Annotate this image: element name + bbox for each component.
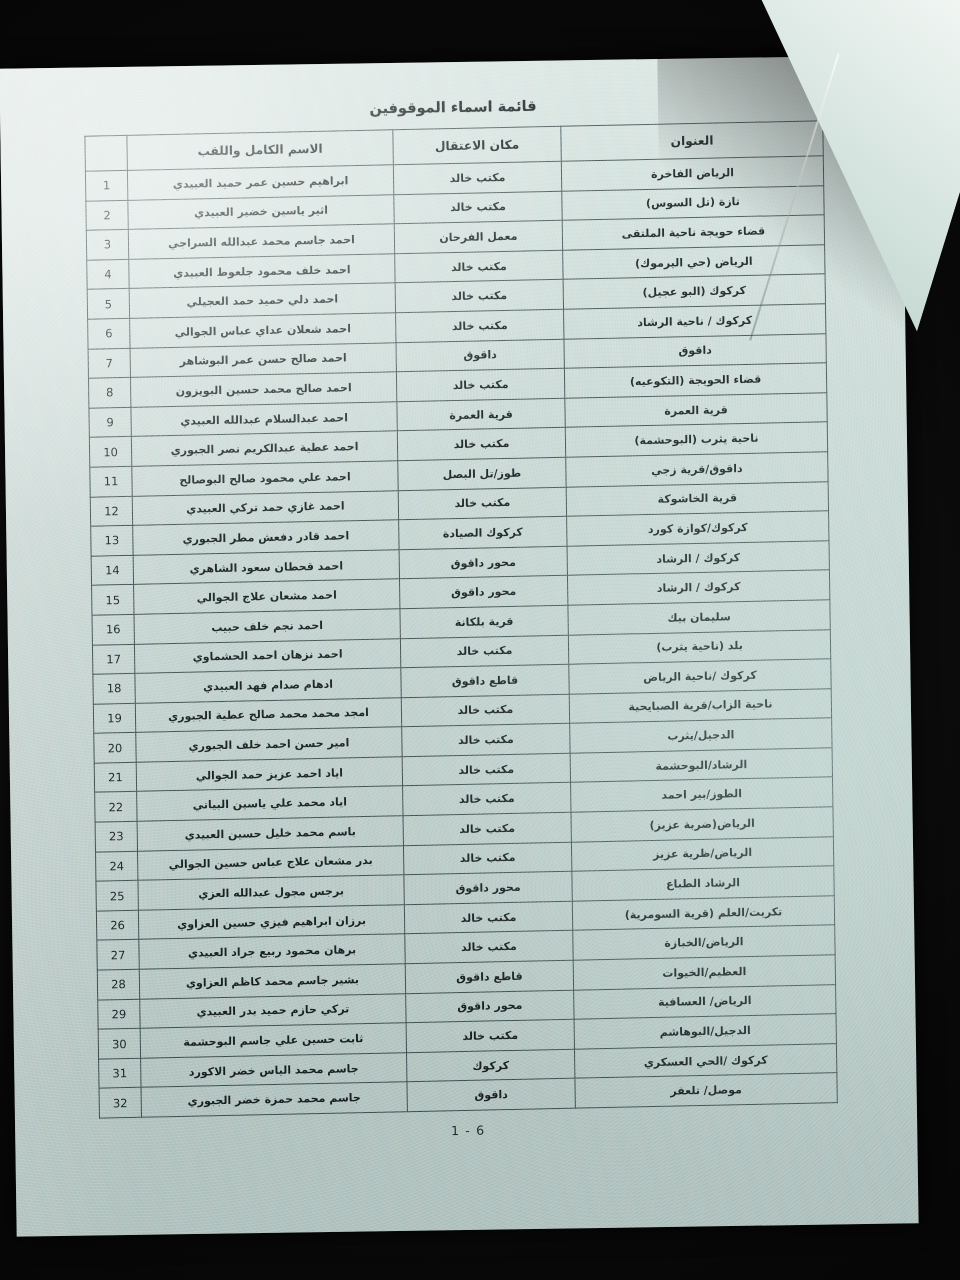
cell-place-of-detention: مكتب خالد <box>394 279 564 313</box>
cell-place-of-detention: مكتب خالد <box>405 1019 574 1053</box>
cell-row-number: 23 <box>94 821 138 852</box>
cell-place-of-detention: محور داقوق <box>403 871 572 905</box>
cell-row-number: 9 <box>88 407 131 438</box>
cell-place-of-detention: مكتب خالد <box>403 901 573 935</box>
cell-row-number: 24 <box>95 850 138 882</box>
cell-place-of-detention: مكتب خالد <box>401 753 571 787</box>
cell-row-number: 26 <box>95 910 139 941</box>
cell-place-of-detention: معمل الفرحان <box>393 220 563 254</box>
cell-row-number: 10 <box>88 436 132 468</box>
detainees-table: العنوان مكان الاعتقال الاسم الكامل واللق… <box>84 120 837 1119</box>
page-number: 1 - 6 <box>450 1122 486 1139</box>
cell-row-number: 14 <box>90 555 134 586</box>
cell-place-of-detention: مكتب خالد <box>393 190 562 224</box>
cell-place-of-detention: محور داقوق <box>405 989 574 1023</box>
cell-row-number: 21 <box>93 762 137 793</box>
cell-place-of-detention: كركوك <box>406 1048 575 1083</box>
cell-full-name: جاسم محمد حمزة خضر الجبوري <box>140 1082 407 1118</box>
cell-place-of-detention: مكتب خالد <box>402 812 571 846</box>
cell-place-of-detention: قرية العمرة <box>396 398 565 432</box>
cell-place-of-detention: داقوق <box>395 338 564 372</box>
cell-place-of-detention: مكتب خالد <box>404 930 573 964</box>
cell-row-number: 1 <box>84 170 128 201</box>
document-body: قائمة اسماء الموقوفين العنوان مكان الاعت… <box>0 55 919 1236</box>
cell-place-of-detention: مكتب خالد <box>402 782 571 816</box>
column-header-index <box>84 135 127 172</box>
cell-row-number: 7 <box>87 347 130 379</box>
cell-row-number: 5 <box>86 288 130 320</box>
cell-row-number: 32 <box>98 1087 141 1119</box>
cell-row-number: 12 <box>89 495 133 527</box>
cell-place-of-detention: مكتب خالد <box>399 634 569 668</box>
cell-row-number: 29 <box>97 998 140 1030</box>
table-body: الرياض الفاخرة مكتب خالد ابراهيم حسين عمر … <box>84 155 837 1119</box>
cell-place-of-detention: قاطع داقوق <box>400 664 569 698</box>
cell-row-number: 19 <box>92 703 136 734</box>
cell-row-number: 25 <box>95 880 138 912</box>
cell-place-of-detention: مكتب خالد <box>395 309 564 343</box>
cell-place-of-detention: مكتب خالد <box>396 427 566 461</box>
cell-row-number: 13 <box>90 525 133 556</box>
cell-place-of-detention: محور داقوق <box>399 575 568 609</box>
cell-place-of-detention: مكتب خالد <box>392 161 562 195</box>
cell-row-number: 18 <box>92 673 135 704</box>
cell-row-number: 2 <box>85 199 128 231</box>
cell-row-number: 31 <box>98 1058 141 1089</box>
cell-row-number: 28 <box>96 969 140 1000</box>
cell-place-of-detention: مكتب خالد <box>394 250 563 284</box>
cell-row-number: 6 <box>87 318 130 349</box>
cell-row-number: 30 <box>97 1028 141 1059</box>
page-title: قائمة اسماء الموقوفين <box>369 98 537 118</box>
column-header-place: مكان الاعتقال <box>392 126 561 165</box>
cell-place-of-detention: كركوك الصيادة <box>398 516 567 550</box>
cell-row-number: 22 <box>94 791 137 823</box>
cell-row-number: 4 <box>86 259 129 290</box>
cell-place-of-detention: محور داقوق <box>398 545 567 580</box>
cell-row-number: 8 <box>87 377 131 408</box>
cell-row-number: 15 <box>91 584 134 616</box>
cell-place-of-detention: طوز/تل البصل <box>397 457 566 491</box>
paper-sheet: قائمة اسماء الموقوفين العنوان مكان الاعت… <box>0 55 919 1237</box>
cell-row-number: 20 <box>93 732 136 764</box>
cell-place-of-detention: قرية بلكانة <box>399 605 568 639</box>
cell-row-number: 17 <box>91 643 135 675</box>
column-header-address: العنوان <box>560 120 823 162</box>
cell-place-of-detention: مكتب خالد <box>401 723 570 757</box>
cell-place-of-detention: مكتب خالد <box>395 368 565 402</box>
cell-row-number: 11 <box>89 466 132 497</box>
cell-place-of-detention: قاطع داقوق <box>404 960 574 994</box>
cell-row-number: 27 <box>96 939 139 971</box>
column-header-name: الاسم الكامل واللقب <box>126 129 393 171</box>
cell-address: موصل/ تلعفر <box>574 1073 837 1109</box>
cell-place-of-detention: مكتب خالد <box>397 486 567 520</box>
cell-row-number: 16 <box>91 614 134 645</box>
cell-place-of-detention: مكتب خالد <box>400 693 570 728</box>
cell-row-number: 3 <box>85 229 129 261</box>
cell-place-of-detention: داقوق <box>406 1078 575 1112</box>
cell-place-of-detention: مكتب خالد <box>402 841 572 875</box>
